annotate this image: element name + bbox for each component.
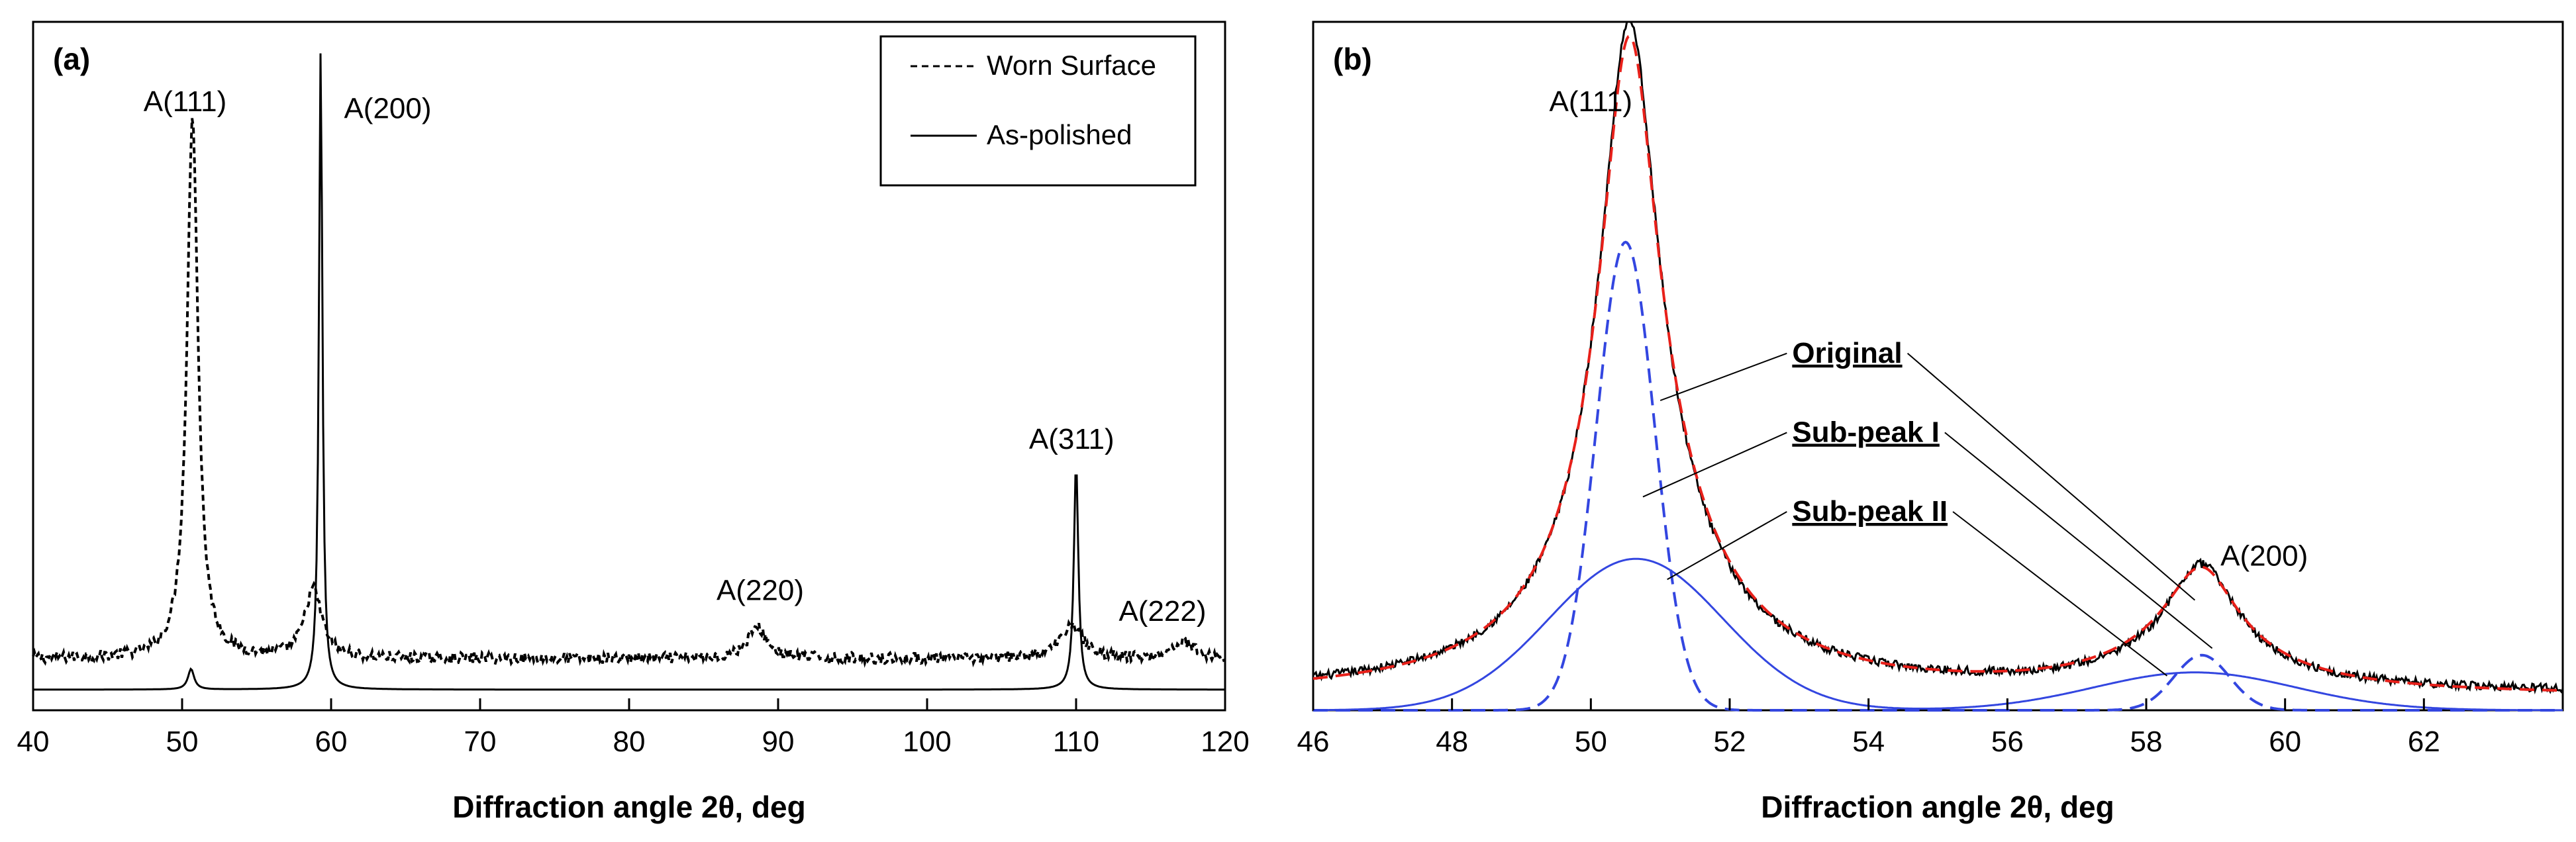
panel-b-x-tick-label: 58 bbox=[2130, 725, 2163, 758]
panel-a-x-tick-label: 70 bbox=[464, 725, 497, 758]
panel-a-x-tick-label: 120 bbox=[1201, 725, 1249, 758]
callout-leader-line bbox=[1667, 511, 1787, 581]
panel-a-peak-label: A(220) bbox=[717, 575, 804, 607]
panel-b-series-sub-peak-ii bbox=[1313, 557, 2563, 712]
panel-a-x-tick-label: 100 bbox=[903, 725, 951, 758]
panel-b-x-tick-label: 60 bbox=[2269, 725, 2301, 758]
callout-leader-line bbox=[1642, 432, 1787, 498]
legend-label-worn-surface: Worn Surface bbox=[987, 50, 1156, 81]
panel-a-peak-label: A(200) bbox=[344, 93, 431, 125]
panel-b-series-fitted-sum bbox=[1313, 34, 2563, 692]
panel-a-peak-label: A(111) bbox=[144, 85, 227, 118]
callout-leader-line bbox=[1952, 511, 2168, 677]
panel-a-series-as-polished bbox=[33, 53, 1225, 691]
panel-a-x-tick-label: 90 bbox=[762, 725, 795, 758]
panel-b-callouts: Original Sub-peak I Sub-peak II bbox=[1642, 337, 2213, 677]
panel-b-series bbox=[1313, 21, 2564, 712]
legend-label-as-polished: As-polished bbox=[987, 119, 1132, 150]
panel-a-x-tick-label: 40 bbox=[17, 725, 50, 758]
panel-b-x-tick-label: 48 bbox=[1436, 725, 1468, 758]
panel-b-x-tick-label: 46 bbox=[1297, 725, 1330, 758]
panel-b-x-tick-label: 56 bbox=[1991, 725, 2024, 758]
panel-b-peak-label: A(111) bbox=[1550, 85, 1633, 118]
panel-b-series-sub-peak-i bbox=[1313, 240, 2563, 712]
callout-label-sub-peak-i: Sub-peak I bbox=[1792, 416, 1940, 448]
panel-a-x-tick-label: 110 bbox=[1053, 725, 1099, 758]
callout-leader-line bbox=[1944, 432, 2213, 649]
panel-a-x-axis: 40 50 60 70 80 90 100 110 120 bbox=[17, 698, 1250, 758]
panel-b-x-axis-title: Diffraction angle 2θ, deg bbox=[1761, 790, 2114, 824]
panel-b-tag: (b) bbox=[1333, 42, 1372, 76]
panel-a-peak-label: A(311) bbox=[1029, 423, 1115, 455]
legend-box bbox=[879, 35, 1197, 187]
panel-a-x-tick-label: 60 bbox=[315, 725, 348, 758]
panel-a-series bbox=[32, 53, 1226, 691]
callout-label-original: Original bbox=[1792, 337, 1902, 369]
panel-a-tag: (a) bbox=[53, 42, 90, 76]
panel-a-x-tick-label: 50 bbox=[166, 725, 199, 758]
panel-b-x-axis: 46 48 50 52 54 56 58 60 62 bbox=[1297, 698, 2440, 758]
panel-b-peak-label: A(200) bbox=[2220, 540, 2308, 573]
callout-leader-line bbox=[1660, 352, 1787, 401]
panel-a-x-tick-label: 80 bbox=[613, 725, 646, 758]
panel-a-peak-label: A(222) bbox=[1118, 595, 1206, 628]
callout-leader-line bbox=[1907, 353, 2196, 601]
panel-a-x-axis-title: Diffraction angle 2θ, deg bbox=[452, 790, 806, 824]
panel-b: 46 48 50 52 54 56 58 60 62 Original Sub-peak I Sub… bbox=[1297, 21, 2564, 824]
panel-b-x-tick-label: 62 bbox=[2408, 725, 2440, 758]
callout-label-sub-peak-ii: Sub-peak II bbox=[1792, 495, 1948, 528]
panel-b-x-tick-label: 54 bbox=[1852, 725, 1885, 758]
panel-b-peak-labels: A(111) A(200) bbox=[1550, 85, 2308, 572]
panel-b-x-tick-label: 50 bbox=[1575, 725, 1607, 758]
panel-a-series-worn-surface bbox=[32, 118, 1226, 668]
panel-a-peak-labels: A(111) A(200) A(220) A(311) A(222) bbox=[144, 85, 1207, 628]
panel-a: 40 50 60 70 80 90 100 110 120 (a) Diffraction an… bbox=[17, 21, 1250, 824]
panel-a-legend: Worn Surface As-polished bbox=[879, 35, 1197, 187]
panel-b-x-tick-label: 52 bbox=[1714, 725, 1746, 758]
